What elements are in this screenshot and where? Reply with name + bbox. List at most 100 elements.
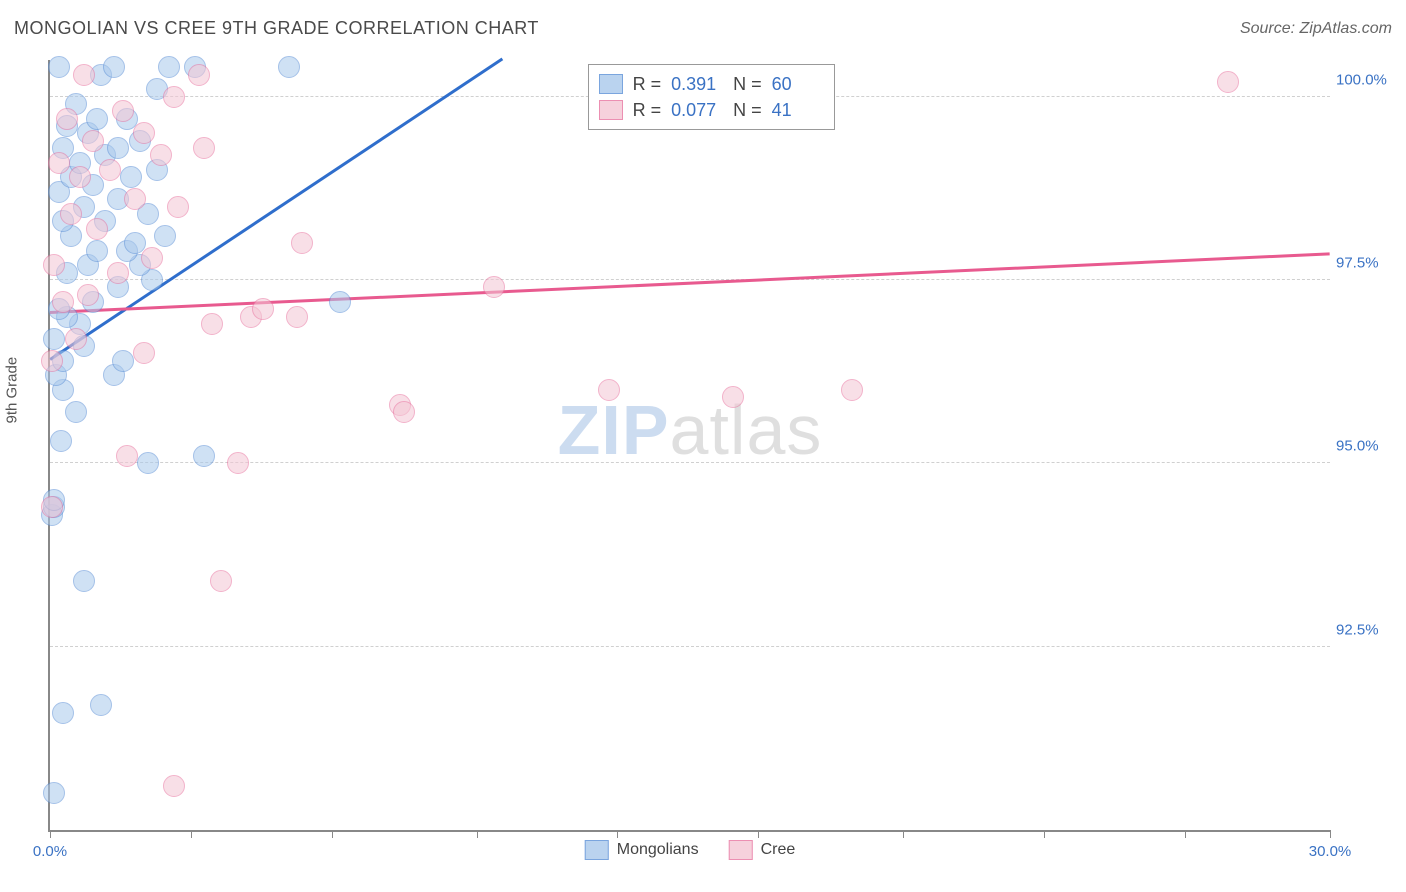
data-point (278, 56, 300, 78)
legend-label: Cree (761, 841, 796, 859)
n-label: N = (733, 71, 762, 97)
data-point (86, 240, 108, 262)
source-label: Source: ZipAtlas.com (1240, 20, 1392, 38)
legend-swatch (729, 840, 753, 860)
data-point (393, 401, 415, 423)
n-value: 60 (772, 71, 824, 97)
watermark: ZIPatlas (558, 390, 823, 470)
stats-legend: R = 0.391 N = 60 R = 0.077 N = 41 (588, 64, 835, 130)
r-value: 0.077 (671, 97, 723, 123)
stats-row: R = 0.391 N = 60 (599, 71, 824, 97)
data-point (722, 386, 744, 408)
data-point (82, 130, 104, 152)
data-point (252, 298, 274, 320)
data-point (99, 159, 121, 181)
data-point (48, 56, 70, 78)
legend-item: Mongolians (585, 840, 699, 860)
x-tick-mark (1044, 830, 1045, 838)
legend-label: Mongolians (617, 841, 699, 859)
data-point (52, 291, 74, 313)
x-tick-mark (617, 830, 618, 838)
scatter-plot: ZIPatlas 92.5%95.0%97.5%100.0%0.0%30.0%R… (48, 60, 1330, 832)
data-point (65, 328, 87, 350)
data-point (133, 342, 155, 364)
data-point (107, 262, 129, 284)
r-label: R = (633, 71, 662, 97)
data-point (286, 306, 308, 328)
data-point (133, 122, 155, 144)
data-point (210, 570, 232, 592)
data-point (41, 350, 63, 372)
data-point (116, 445, 138, 467)
chart-title: MONGOLIAN VS CREE 9TH GRADE CORRELATION … (14, 18, 539, 38)
data-point (120, 166, 142, 188)
plot-container: 9th Grade ZIPatlas 92.5%95.0%97.5%100.0%… (40, 60, 1370, 830)
data-point (201, 313, 223, 335)
x-tick-label: 30.0% (1309, 843, 1352, 860)
data-point (154, 225, 176, 247)
legend-item: Cree (729, 840, 796, 860)
data-point (86, 218, 108, 240)
x-tick-mark (903, 830, 904, 838)
data-point (41, 496, 63, 518)
data-point (167, 196, 189, 218)
n-value: 41 (772, 97, 824, 123)
data-point (193, 137, 215, 159)
series-legend: Mongolians Cree (585, 840, 796, 860)
legend-swatch (599, 74, 623, 94)
x-tick-mark (758, 830, 759, 838)
y-tick-label: 100.0% (1336, 71, 1392, 88)
x-tick-label: 0.0% (33, 843, 67, 860)
r-value: 0.391 (671, 71, 723, 97)
data-point (141, 247, 163, 269)
data-point (56, 108, 78, 130)
data-point (103, 56, 125, 78)
data-point (329, 291, 351, 313)
data-point (291, 232, 313, 254)
data-point (43, 254, 65, 276)
legend-swatch (599, 100, 623, 120)
data-point (73, 570, 95, 592)
n-label: N = (733, 97, 762, 123)
x-tick-mark (332, 830, 333, 838)
x-tick-mark (1185, 830, 1186, 838)
x-tick-mark (50, 830, 51, 838)
data-point (1217, 71, 1239, 93)
y-tick-label: 95.0% (1336, 438, 1392, 455)
trend-line (50, 252, 1330, 313)
x-tick-mark (191, 830, 192, 838)
data-point (158, 56, 180, 78)
x-tick-mark (1330, 830, 1331, 838)
y-tick-label: 97.5% (1336, 255, 1392, 272)
data-point (65, 401, 87, 423)
x-tick-mark (477, 830, 478, 838)
data-point (52, 702, 74, 724)
data-point (150, 144, 172, 166)
data-point (124, 188, 146, 210)
data-point (112, 100, 134, 122)
data-point (163, 775, 185, 797)
data-point (112, 350, 134, 372)
data-point (483, 276, 505, 298)
data-point (107, 137, 129, 159)
data-point (43, 328, 65, 350)
y-tick-label: 92.5% (1336, 621, 1392, 638)
legend-swatch (585, 840, 609, 860)
data-point (227, 452, 249, 474)
data-point (188, 64, 210, 86)
data-point (43, 782, 65, 804)
data-point (163, 86, 185, 108)
data-point (73, 64, 95, 86)
data-point (60, 203, 82, 225)
data-point (69, 166, 91, 188)
y-axis-label: 9th Grade (4, 357, 21, 424)
data-point (841, 379, 863, 401)
data-point (77, 284, 99, 306)
data-point (193, 445, 215, 467)
r-label: R = (633, 97, 662, 123)
gridline-h (50, 646, 1330, 647)
data-point (50, 430, 72, 452)
data-point (48, 152, 70, 174)
data-point (86, 108, 108, 130)
gridline-h (50, 279, 1330, 280)
